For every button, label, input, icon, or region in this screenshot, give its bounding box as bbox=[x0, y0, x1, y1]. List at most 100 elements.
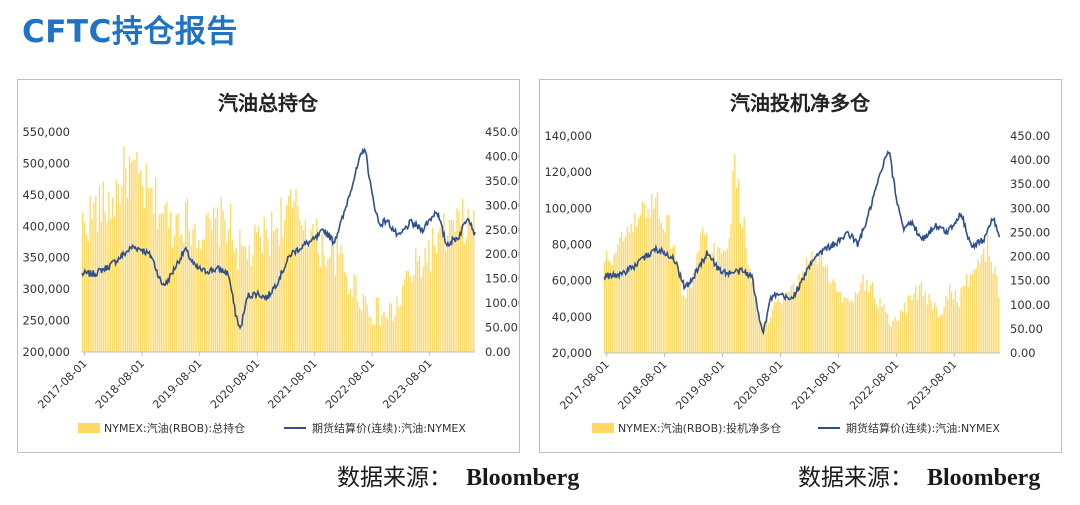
bar bbox=[707, 251, 710, 353]
bar bbox=[420, 277, 423, 352]
bar bbox=[156, 229, 159, 352]
bar bbox=[83, 222, 86, 352]
bar bbox=[373, 324, 376, 352]
y-left-tick-label: 400,000 bbox=[22, 219, 70, 233]
bar bbox=[796, 290, 798, 353]
bar bbox=[342, 253, 344, 352]
bar bbox=[956, 302, 958, 353]
bar bbox=[900, 310, 902, 353]
y-left-tick-label: 250,000 bbox=[22, 314, 70, 328]
bar bbox=[651, 194, 653, 353]
bar bbox=[817, 264, 819, 353]
bar bbox=[935, 307, 938, 353]
bar bbox=[873, 297, 876, 353]
bar bbox=[239, 229, 241, 352]
bar bbox=[458, 211, 460, 352]
bar bbox=[370, 316, 372, 352]
bar bbox=[435, 253, 438, 352]
x-tick-label: 2023-08-01 bbox=[380, 357, 434, 411]
bar bbox=[340, 245, 342, 352]
y-right-tick-label: 150.00 bbox=[1010, 274, 1050, 288]
bar bbox=[630, 223, 632, 353]
bar bbox=[641, 201, 644, 353]
bar bbox=[254, 224, 256, 352]
bar bbox=[734, 153, 736, 353]
x-tick-label: 2019-08-01 bbox=[150, 357, 204, 411]
bar bbox=[388, 302, 391, 352]
bar bbox=[312, 223, 314, 352]
bar bbox=[102, 181, 104, 352]
legend-label-line: 期货结算价(连续):汽油:NYMEX bbox=[846, 421, 1000, 435]
bar bbox=[890, 326, 892, 353]
bar bbox=[986, 234, 989, 353]
bar bbox=[188, 230, 191, 352]
bar bbox=[898, 321, 900, 353]
bar bbox=[387, 318, 389, 352]
bar bbox=[377, 297, 380, 352]
bar bbox=[934, 302, 936, 353]
bar bbox=[719, 248, 721, 353]
bar bbox=[632, 232, 634, 353]
bar bbox=[385, 316, 387, 352]
bar bbox=[317, 253, 320, 352]
bar bbox=[952, 299, 955, 353]
bar bbox=[198, 240, 200, 352]
bar bbox=[430, 271, 432, 352]
bar bbox=[783, 292, 785, 353]
bar bbox=[771, 309, 774, 353]
bar bbox=[702, 228, 704, 353]
bar bbox=[181, 234, 183, 352]
bar bbox=[119, 204, 121, 352]
bar bbox=[171, 247, 174, 352]
bar bbox=[896, 320, 898, 353]
bar bbox=[121, 185, 123, 352]
bar bbox=[360, 310, 363, 352]
x-tick-label: 2021-08-01 bbox=[265, 357, 319, 411]
legend-label-line: 期货结算价(连续):汽油:NYMEX bbox=[312, 421, 466, 435]
y-left-tick-label: 120,000 bbox=[544, 165, 592, 179]
bar bbox=[242, 246, 245, 352]
bar bbox=[259, 236, 262, 352]
y-right-tick-label: 50.00 bbox=[1010, 322, 1043, 336]
bar bbox=[809, 268, 811, 353]
bar bbox=[123, 146, 125, 352]
bar bbox=[222, 210, 224, 352]
bar bbox=[813, 259, 815, 353]
bar bbox=[943, 306, 945, 353]
bar bbox=[622, 241, 625, 353]
bar bbox=[143, 207, 146, 352]
chart-panel-net-long: 汽油投机净多仓 20,000 40,000 60,000 80,000 100,000 12… bbox=[539, 79, 1062, 453]
legend-swatch-bar bbox=[592, 423, 614, 433]
bar bbox=[375, 297, 378, 352]
bar bbox=[424, 248, 426, 352]
bar bbox=[306, 247, 308, 352]
bar bbox=[300, 225, 303, 352]
legend-label-bar: NYMEX:汽油(RBOB):投机净多仓 bbox=[618, 421, 781, 435]
bar bbox=[924, 292, 926, 353]
bar bbox=[773, 301, 776, 353]
bar bbox=[261, 253, 264, 352]
bar bbox=[967, 286, 970, 353]
bar bbox=[456, 207, 458, 352]
bar bbox=[299, 219, 301, 352]
bar bbox=[637, 217, 640, 353]
bar bbox=[368, 316, 370, 352]
bar bbox=[398, 306, 400, 352]
bar bbox=[443, 212, 445, 352]
bar bbox=[851, 299, 853, 353]
bar bbox=[868, 292, 870, 353]
bar bbox=[227, 229, 230, 352]
bar bbox=[909, 295, 911, 353]
chart-speculative-net-long: 汽油投机净多仓 20,000 40,000 60,000 80,000 100,000 12… bbox=[544, 91, 1050, 435]
bar bbox=[758, 315, 760, 353]
bar bbox=[752, 277, 755, 353]
bar bbox=[979, 263, 981, 353]
bar bbox=[82, 213, 84, 352]
bar bbox=[645, 217, 647, 353]
x-tick-label: 2020-08-01 bbox=[731, 358, 785, 412]
bar bbox=[760, 322, 762, 353]
bar bbox=[696, 253, 698, 353]
bar bbox=[319, 267, 322, 352]
bar bbox=[694, 268, 696, 353]
bar bbox=[628, 232, 630, 353]
